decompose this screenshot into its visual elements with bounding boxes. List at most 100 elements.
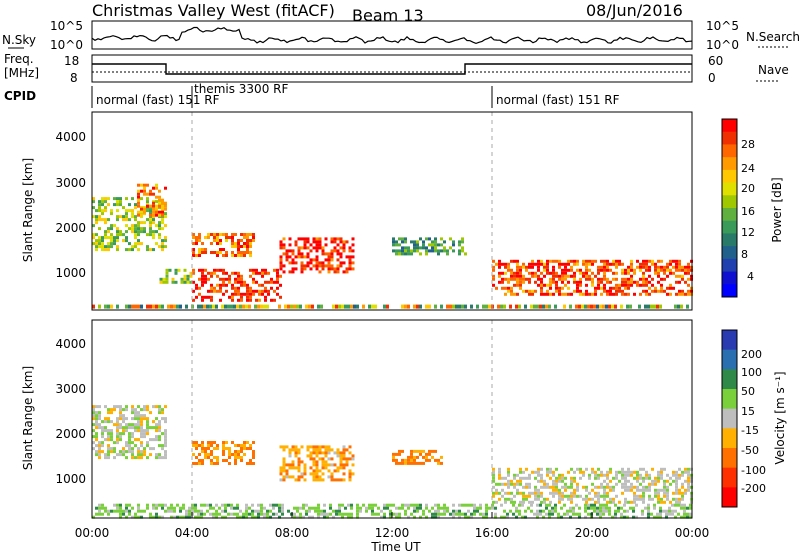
velocity-cell bbox=[146, 429, 149, 433]
power-cell bbox=[315, 246, 319, 250]
power-cell bbox=[585, 274, 588, 278]
power-cell bbox=[104, 200, 107, 204]
velocity-cell bbox=[675, 500, 678, 504]
velocity-cell bbox=[140, 420, 143, 424]
power-frame bbox=[91, 111, 693, 311]
velocity-cell bbox=[92, 414, 95, 418]
velocity-cell bbox=[216, 447, 219, 450]
power-cell bbox=[431, 246, 434, 250]
power-cell bbox=[330, 258, 334, 262]
velocity-cell bbox=[530, 509, 533, 513]
velocity-cell bbox=[416, 461, 419, 465]
velocity-cell bbox=[269, 503, 272, 507]
velocity-cell bbox=[404, 503, 407, 507]
power-cell bbox=[204, 248, 207, 251]
velocity-cell bbox=[179, 509, 182, 513]
velocity-cell bbox=[204, 450, 207, 453]
power-cell bbox=[564, 292, 567, 296]
velocity-cell bbox=[528, 491, 531, 495]
velocity-cell bbox=[95, 411, 98, 415]
velocity-cell bbox=[203, 503, 206, 507]
power-cell bbox=[149, 230, 152, 234]
power-cell bbox=[449, 304, 452, 309]
power-cell bbox=[587, 304, 590, 309]
power-cell bbox=[339, 246, 343, 250]
velocity-cell bbox=[212, 512, 215, 516]
velocity-cell bbox=[342, 478, 346, 482]
velocity-cell bbox=[641, 509, 644, 513]
velocity-cell bbox=[134, 411, 137, 415]
vel-cb-tick-m50: -50 bbox=[741, 444, 759, 457]
velocity-cell bbox=[237, 456, 240, 459]
power-cell bbox=[549, 286, 552, 290]
power-cell bbox=[642, 265, 645, 269]
power-cell bbox=[146, 183, 149, 187]
power-cb-label: Power [dB] bbox=[770, 177, 784, 242]
velocity-cell bbox=[587, 512, 590, 516]
power-cell bbox=[110, 304, 113, 309]
velocity-cell bbox=[279, 445, 283, 449]
velocity-cell bbox=[627, 473, 630, 477]
velocity-cell bbox=[215, 509, 218, 513]
velocity-cell bbox=[671, 509, 674, 513]
power-cell bbox=[558, 259, 561, 263]
velocity-cell bbox=[533, 512, 536, 516]
velocity-cell bbox=[224, 509, 227, 513]
power-cell bbox=[318, 261, 322, 265]
velocity-cell bbox=[249, 459, 252, 462]
velocity-cell bbox=[618, 470, 621, 474]
velocity-cell bbox=[584, 515, 587, 519]
power-cell bbox=[225, 289, 228, 293]
velocity-cell bbox=[306, 448, 310, 452]
velocity-cell bbox=[594, 476, 597, 480]
power-cell bbox=[246, 245, 249, 248]
velocity-cell bbox=[657, 500, 660, 504]
power-cell bbox=[282, 252, 286, 256]
velocity-cell bbox=[675, 476, 678, 480]
velocity-cell bbox=[122, 417, 125, 421]
velocity-cell bbox=[155, 405, 158, 409]
power-cell bbox=[425, 304, 428, 309]
velocity-cell bbox=[501, 476, 504, 480]
power-cell bbox=[155, 304, 158, 309]
power-cell bbox=[162, 280, 166, 284]
power-cell bbox=[131, 215, 134, 219]
power-cell bbox=[207, 277, 210, 281]
power-cell bbox=[201, 242, 204, 245]
velocity-cell bbox=[513, 494, 516, 498]
x-axis: Time UT 00:00 04:00 08:00 12:00 16:00 20:00 00… bbox=[75, 512, 709, 554]
x-tick-label: 04:00 bbox=[175, 526, 210, 540]
velocity-cell bbox=[419, 461, 422, 465]
velocity-cell bbox=[204, 453, 207, 456]
velocity-cell bbox=[113, 408, 116, 412]
velocity-cell bbox=[245, 503, 248, 507]
velocity-cell bbox=[312, 448, 316, 452]
velocity-cell bbox=[158, 453, 161, 457]
power-cell bbox=[294, 243, 298, 247]
power-cell bbox=[309, 258, 313, 262]
velocity-cell bbox=[549, 491, 552, 495]
power-cell bbox=[603, 277, 606, 281]
power-cell bbox=[348, 267, 352, 271]
power-cell bbox=[440, 237, 443, 241]
velocity-cell bbox=[98, 441, 101, 445]
power-cell bbox=[615, 292, 618, 296]
power-cell bbox=[312, 240, 316, 244]
velocity-cell bbox=[621, 467, 624, 471]
power-cell bbox=[327, 261, 331, 265]
velocity-cell bbox=[279, 472, 283, 476]
power-cell bbox=[219, 242, 222, 245]
velocity-cell bbox=[647, 509, 650, 513]
velocity-cell bbox=[612, 485, 615, 489]
velocity-cell bbox=[395, 452, 398, 456]
power-cell bbox=[264, 298, 267, 302]
velocity-cell bbox=[504, 476, 507, 480]
x-tick-label: 08:00 bbox=[275, 526, 310, 540]
velocity-cell bbox=[128, 444, 131, 448]
velocity-cell bbox=[600, 473, 603, 477]
power-cell bbox=[252, 271, 255, 275]
velocity-cell bbox=[383, 503, 386, 507]
velocity-cell bbox=[237, 453, 240, 456]
power-cell bbox=[155, 204, 158, 208]
power-cell bbox=[146, 197, 149, 201]
